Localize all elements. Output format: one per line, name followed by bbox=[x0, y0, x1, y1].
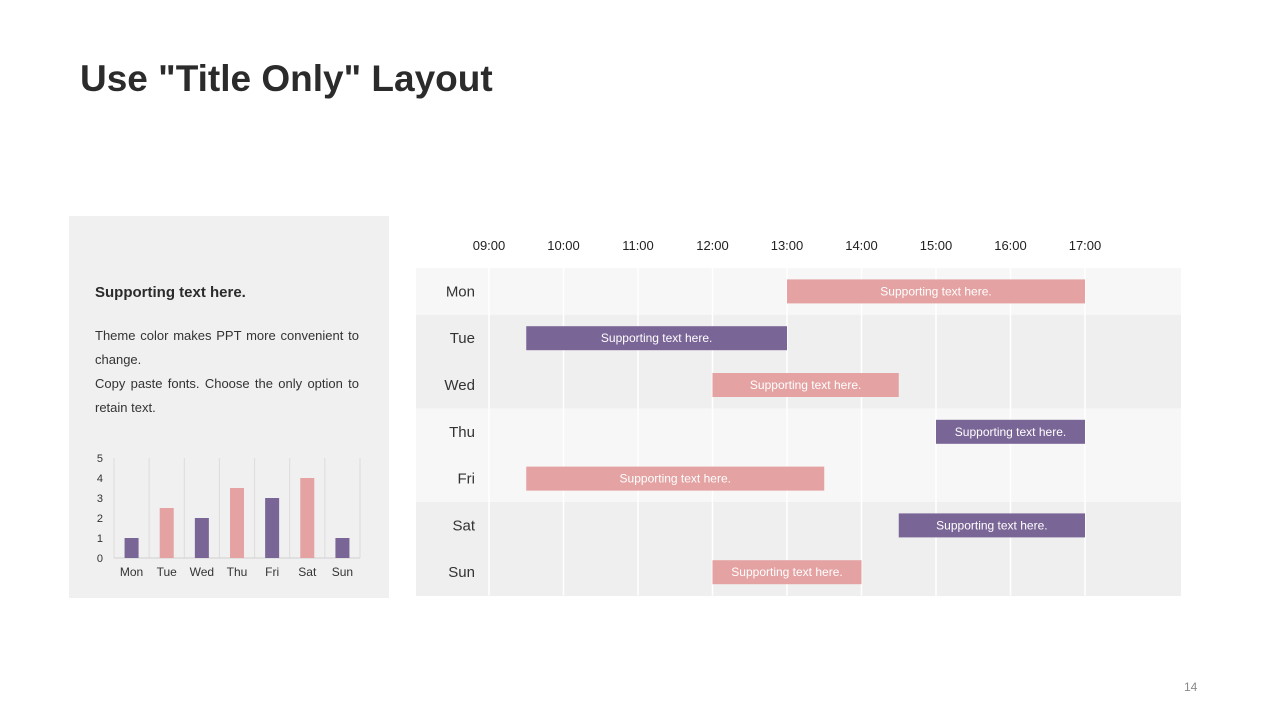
x-tick-label: Wed bbox=[190, 565, 214, 579]
time-tick-label: 10:00 bbox=[547, 238, 580, 253]
y-tick-label: 4 bbox=[97, 473, 103, 485]
bar bbox=[159, 508, 174, 558]
y-tick-label: 3 bbox=[97, 493, 103, 505]
weekly-bar-chart: 0 1 2 3 4 5 Mon Tue Wed Thu Fri Sat Sun bbox=[97, 453, 361, 579]
x-tick-label: Fri bbox=[265, 565, 279, 579]
bar bbox=[300, 478, 315, 558]
y-tick-label: 1 bbox=[97, 533, 103, 545]
task-bar-label: Supporting text here. bbox=[731, 565, 842, 579]
bar bbox=[265, 498, 280, 558]
time-tick-label: 17:00 bbox=[1069, 238, 1102, 253]
day-label: Tue bbox=[450, 330, 475, 347]
time-tick-label: 12:00 bbox=[696, 238, 729, 253]
task-bar-label: Supporting text here. bbox=[936, 518, 1047, 532]
panel-paragraph: Theme color makes PPT more convenient to… bbox=[95, 328, 359, 367]
day-label: Sun bbox=[448, 564, 475, 581]
day-label: Sat bbox=[452, 517, 475, 534]
day-label: Thu bbox=[449, 424, 475, 441]
task-bar bbox=[936, 419, 1085, 444]
day-label: Mon bbox=[446, 283, 475, 300]
time-tick-label: 09:00 bbox=[473, 238, 506, 253]
panel-heading: Supporting text here. bbox=[95, 284, 246, 301]
x-tick-label: Mon bbox=[120, 565, 143, 579]
task-bar-label: Supporting text here. bbox=[955, 425, 1066, 439]
bar bbox=[335, 538, 350, 558]
x-tick-label: Tue bbox=[157, 565, 178, 579]
time-tick-label: 16:00 bbox=[994, 238, 1027, 253]
task-bar bbox=[787, 279, 1085, 304]
task-bar bbox=[712, 373, 899, 397]
time-tick-label: 11:00 bbox=[622, 238, 654, 253]
task-bar bbox=[526, 466, 825, 491]
task-bar-label: Supporting text here. bbox=[880, 284, 991, 298]
task-bar bbox=[526, 326, 787, 351]
y-tick-label: 2 bbox=[97, 513, 103, 525]
time-tick-label: 14:00 bbox=[845, 238, 878, 253]
bar bbox=[194, 518, 209, 558]
summary-panel: Supporting text here. Theme color makes … bbox=[69, 216, 389, 598]
task-bar-label: Supporting text here. bbox=[750, 378, 861, 392]
day-label: Wed bbox=[444, 377, 475, 394]
task-bar-label: Supporting text here. bbox=[620, 472, 731, 486]
weekly-schedule-gantt-chart: 09:00 10:00 11:00 12:00 13:00 14:00 15:00 16:00… bbox=[416, 238, 1181, 597]
task-bar bbox=[712, 560, 862, 585]
time-tick-label: 13:00 bbox=[771, 238, 804, 253]
y-tick-label: 5 bbox=[97, 453, 103, 465]
bar bbox=[230, 488, 244, 558]
task-bar bbox=[898, 513, 1085, 538]
x-tick-label: Sun bbox=[332, 565, 353, 579]
x-tick-label: Thu bbox=[227, 565, 248, 579]
y-tick-label: 0 bbox=[97, 553, 103, 565]
panel-paragraph: Copy paste fonts. Choose the only option… bbox=[95, 376, 359, 415]
x-tick-label: Sat bbox=[298, 565, 317, 579]
day-label: Fri bbox=[458, 471, 476, 488]
bar bbox=[124, 538, 139, 558]
task-bar-label: Supporting text here. bbox=[601, 331, 712, 345]
panel-body: Theme color makes PPT more convenient to… bbox=[95, 324, 359, 420]
page-number: 14 bbox=[1184, 680, 1198, 694]
slide-title: Use "Title Only" Layout bbox=[80, 58, 493, 99]
time-tick-label: 15:00 bbox=[920, 238, 953, 253]
